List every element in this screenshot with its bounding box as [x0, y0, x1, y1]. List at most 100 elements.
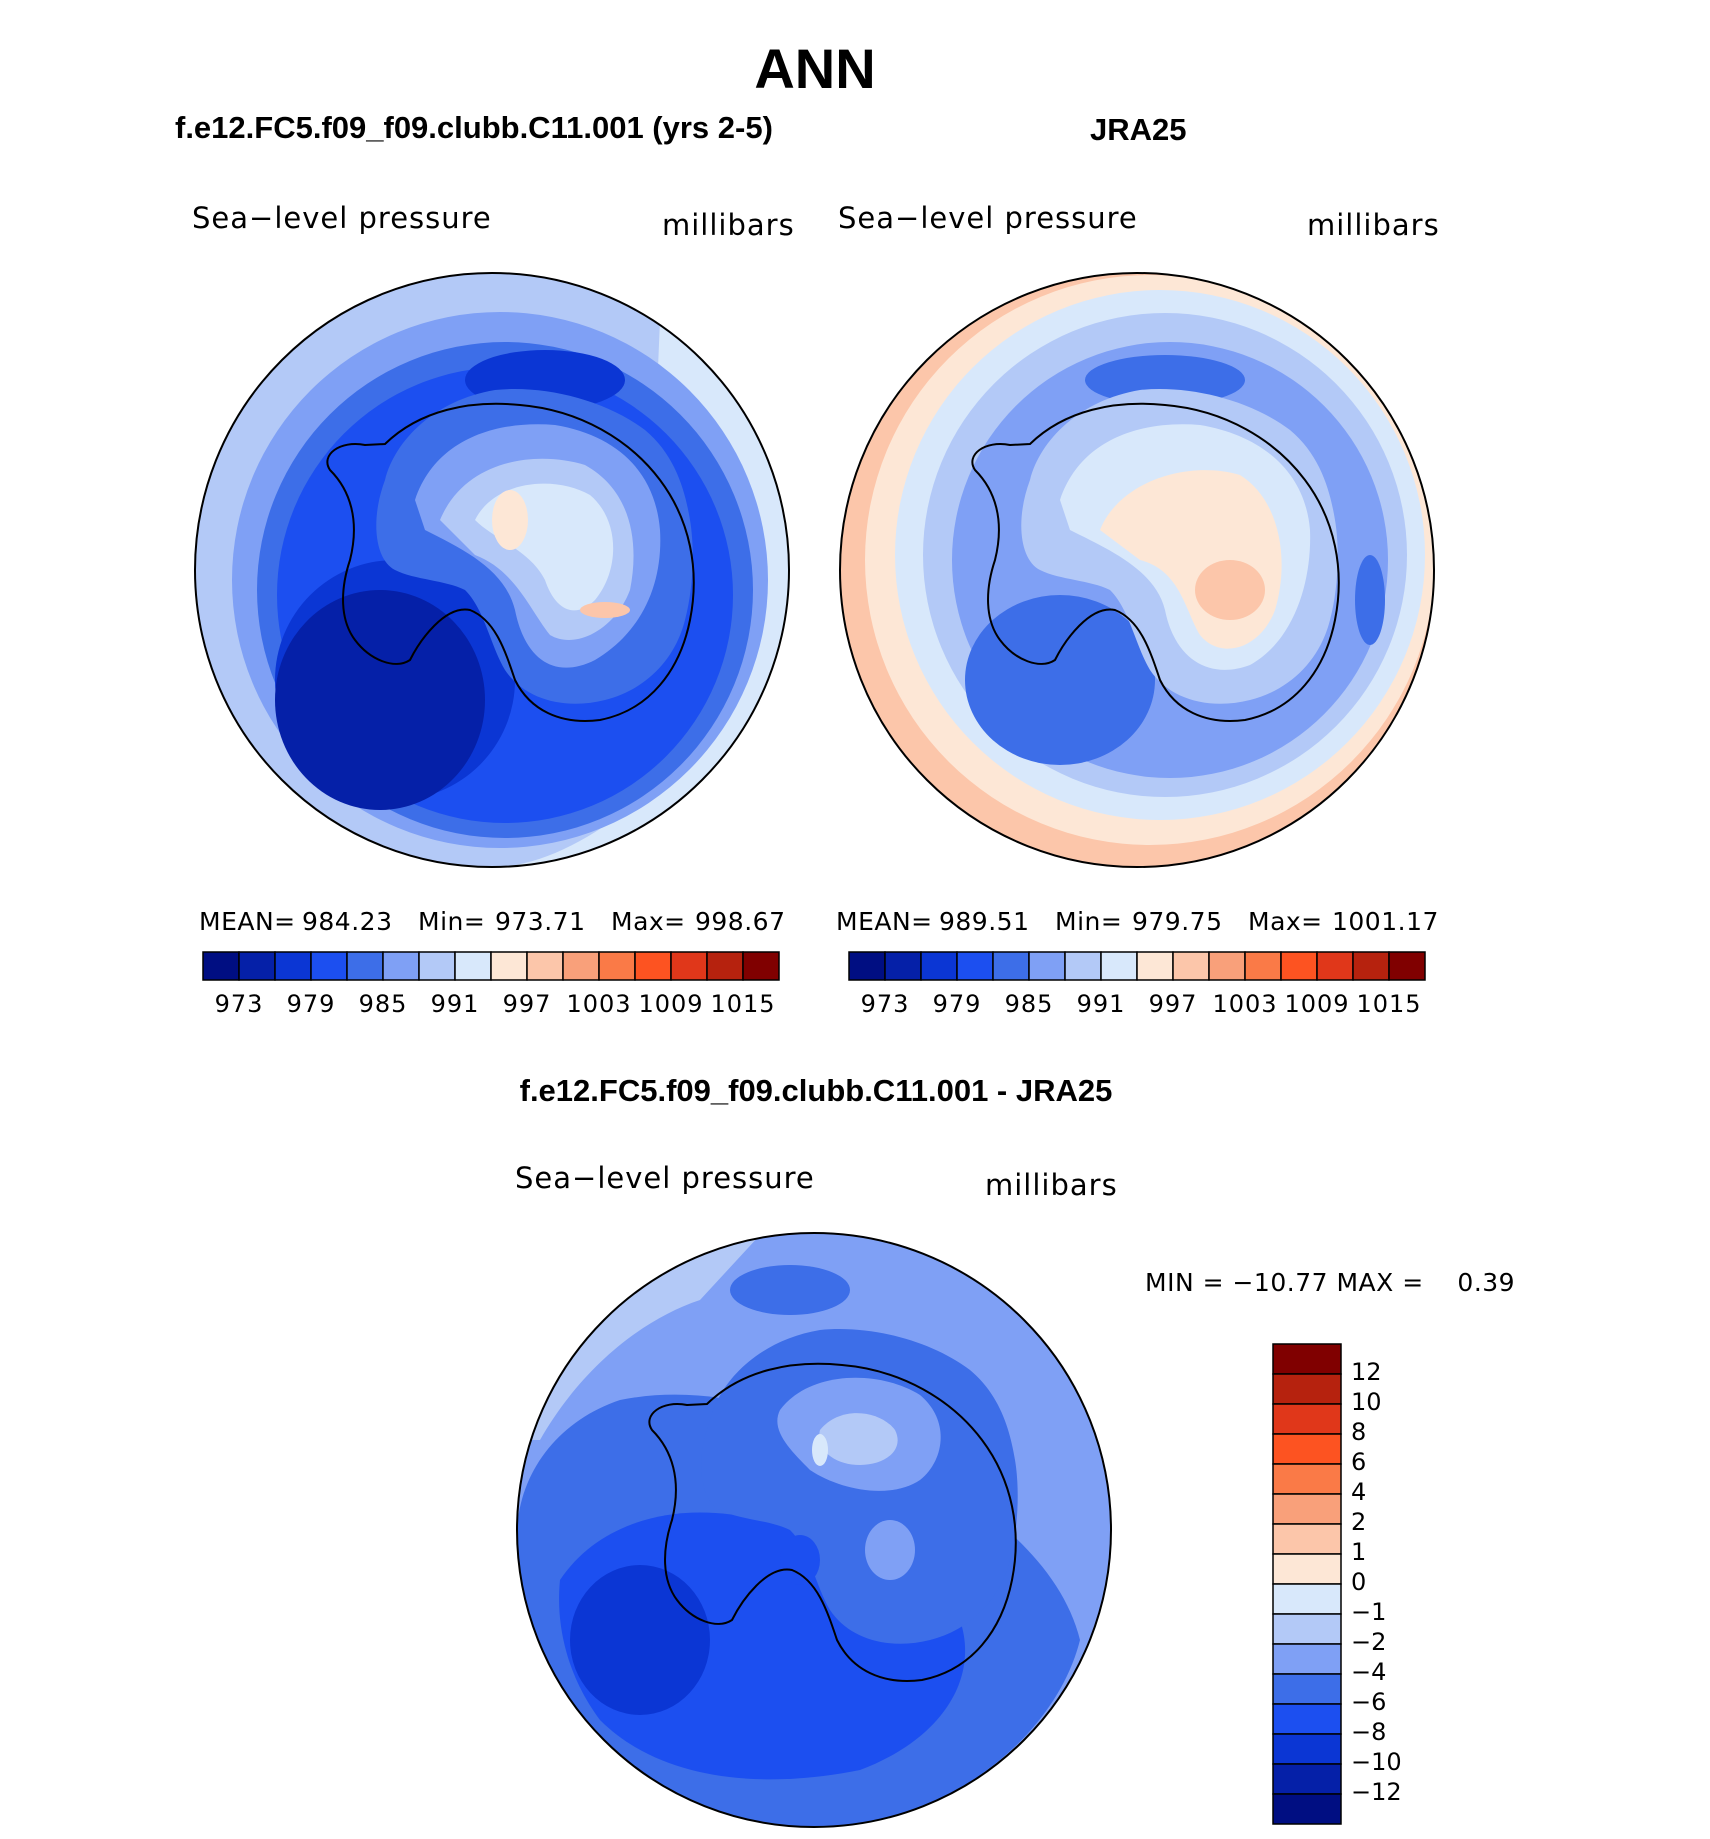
obs-colorbar-box: [956, 951, 994, 981]
model-min-value: 973.71: [495, 907, 586, 936]
difference-colorbar-box: [1272, 1673, 1342, 1705]
difference-colorbar-tick-label: −10: [1351, 1748, 1402, 1776]
difference-colorbar-box: [1272, 1643, 1342, 1675]
difference-colorbar-tick-label: −4: [1351, 1658, 1387, 1686]
difference-colorbar-box: [1272, 1613, 1342, 1645]
obs-colorbar-box: [1316, 951, 1354, 981]
obs-colorbar-labels: 973 979 985 991 997 1003 1009 1015: [0, 990, 1710, 1020]
difference-colorbar-tick-label: −12: [1351, 1778, 1402, 1806]
obs-colorbar-box: [1388, 951, 1426, 981]
obs-min-value: 979.75: [1132, 907, 1223, 936]
model-colorbar-box: [310, 951, 348, 981]
model-colorbar-box: [742, 951, 780, 981]
obs-colorbar-box: [1136, 951, 1174, 981]
difference-colorbar-box: [1272, 1703, 1342, 1735]
model-colorbar-tick-label: 1009: [638, 990, 704, 1018]
model-colorbar-box: [706, 951, 744, 981]
model-colorbar-tick-label: 991: [430, 990, 480, 1018]
model-colorbar-tick-label: 1003: [566, 990, 632, 1018]
model-variable-label: Sea−level pressure: [192, 201, 492, 235]
obs-colorbar-box: [1100, 951, 1138, 981]
model-case-title: f.e12.FC5.f09_f09.clubb.C11.001 (yrs 2-5…: [175, 110, 773, 145]
obs-min-label: Min=: [1055, 907, 1123, 936]
obs-colorbar-box: [1172, 951, 1210, 981]
diff-minmax-label: MIN = −10.77 MAX = 0.39: [1145, 1268, 1516, 1297]
obs-colorbar-box: [1352, 951, 1390, 981]
figure-title: ANN: [754, 37, 876, 100]
obs-case-title: JRA25: [1090, 112, 1187, 147]
obs-colorbar: [848, 951, 1426, 981]
obs-colorbar-box: [1280, 951, 1318, 981]
obs-colorbar-box: [1244, 951, 1282, 981]
difference-colorbar-box: [1272, 1763, 1342, 1795]
obs-max-value: 1001.17: [1332, 907, 1439, 936]
difference-colorbar-tick-label: −6: [1351, 1688, 1387, 1716]
difference-colorbar-tick-label: 8: [1351, 1418, 1367, 1446]
obs-mean-value: 989.51: [939, 907, 1030, 936]
obs-colorbar-tick-label: 979: [932, 990, 982, 1018]
model-min-label: Min=: [418, 907, 486, 936]
obs-colorbar-tick-label: 1015: [1356, 990, 1422, 1018]
difference-colorbar-tick-label: −1: [1351, 1598, 1387, 1626]
obs-colorbar-tick-label: 997: [1148, 990, 1198, 1018]
difference-colorbar-box: [1272, 1793, 1342, 1825]
model-mean-label: MEAN=: [199, 907, 296, 936]
obs-colorbar-tick-label: 1003: [1212, 990, 1278, 1018]
difference-colorbar-box: [1272, 1463, 1342, 1495]
difference-colorbar-tick-label: 12: [1351, 1358, 1382, 1386]
model-colorbar-box: [418, 951, 456, 981]
difference-colorbar-tick-label: 10: [1351, 1388, 1382, 1416]
model-colorbar-tick-label: 1015: [710, 990, 776, 1018]
model-max-label: Max=: [611, 907, 686, 936]
difference-colorbar-tick-label: −2: [1351, 1628, 1387, 1656]
difference-colorbar-tick-label: 2: [1351, 1508, 1367, 1536]
obs-colorbar-tick-label: 985: [1004, 990, 1054, 1018]
obs-colorbar-box: [1064, 951, 1102, 981]
difference-colorbar-tick-label: 1: [1351, 1538, 1367, 1566]
obs-colorbar-box: [884, 951, 922, 981]
model-colorbar-tick-label: 979: [286, 990, 336, 1018]
model-colorbar-tick-label: 973: [214, 990, 264, 1018]
model-map: [195, 273, 789, 867]
obs-colorbar-box: [1208, 951, 1246, 981]
diff-variable-label: Sea−level pressure: [515, 1161, 815, 1195]
difference-colorbar-box: [1272, 1493, 1342, 1525]
difference-colorbar-tick-label: −8: [1351, 1718, 1387, 1746]
model-colorbar-box: [346, 951, 384, 981]
difference-colorbar-tick-label: 0: [1351, 1568, 1367, 1596]
obs-variable-label: Sea−level pressure: [838, 201, 1138, 235]
diff-units-label: millibars: [985, 1168, 1118, 1202]
model-max-value: 998.67: [695, 907, 786, 936]
model-colorbar-labels: 973 979 985 991 997 1003 1009 1015: [0, 990, 1710, 1020]
obs-units-label: millibars: [1307, 208, 1440, 242]
difference-map: [517, 1233, 1111, 1827]
model-colorbar-box: [202, 951, 240, 981]
model-colorbar-box: [634, 951, 672, 981]
model-colorbar-box: [274, 951, 312, 981]
model-colorbar-box: [598, 951, 636, 981]
difference-colorbar-box: [1272, 1733, 1342, 1765]
obs-colorbar-box: [848, 951, 886, 981]
difference-colorbar-box: [1272, 1523, 1342, 1555]
difference-colorbar-tick-label: 6: [1351, 1448, 1367, 1476]
model-colorbar: [202, 951, 780, 981]
obs-colorbar-tick-label: 1009: [1284, 990, 1350, 1018]
obs-colorbar-box: [1028, 951, 1066, 981]
obs-colorbar-box: [920, 951, 958, 981]
obs-colorbar-tick-label: 991: [1076, 990, 1126, 1018]
obs-max-label: Max=: [1248, 907, 1323, 936]
model-units-label: millibars: [662, 208, 795, 242]
difference-colorbar-box: [1272, 1403, 1342, 1435]
model-colorbar-box: [490, 951, 528, 981]
difference-colorbar: [1272, 1343, 1342, 1825]
model-colorbar-box: [382, 951, 420, 981]
model-colorbar-box: [526, 951, 564, 981]
model-colorbar-box: [670, 951, 708, 981]
difference-colorbar-tick-label: 4: [1351, 1478, 1367, 1506]
model-colorbar-tick-label: 997: [502, 990, 552, 1018]
difference-colorbar-box: [1272, 1553, 1342, 1585]
difference-colorbar-box: [1272, 1433, 1342, 1465]
obs-map: [840, 273, 1434, 867]
model-mean-value: 984.23: [302, 907, 393, 936]
